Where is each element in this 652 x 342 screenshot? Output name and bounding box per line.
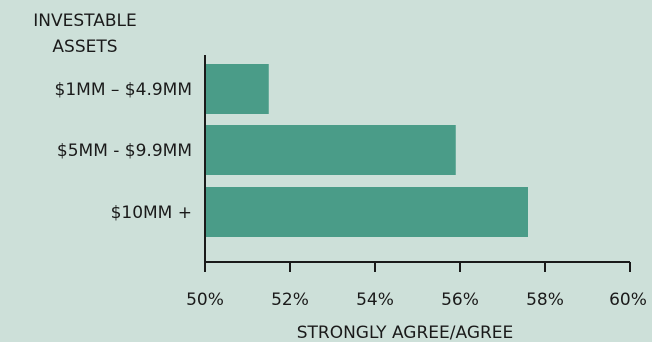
category-axis-title-line-1: INVESTABLE bbox=[33, 11, 136, 31]
x-tick-labels: 50% 52% 54% 56% 58% 60% bbox=[186, 290, 647, 310]
category-labels: $1MM – $4.9MM $5MM - $9.9MM $10MM + bbox=[55, 80, 192, 223]
category-label-1: $5MM - $9.9MM bbox=[57, 141, 192, 161]
axes bbox=[204, 55, 631, 272]
bar-0 bbox=[205, 64, 269, 114]
x-tick-label-3: 56% bbox=[441, 290, 479, 310]
bar-1 bbox=[205, 125, 456, 175]
x-tick-label-0: 50% bbox=[186, 290, 224, 310]
bar-2 bbox=[205, 187, 528, 237]
bars-group bbox=[205, 64, 528, 237]
x-tick-label-4: 58% bbox=[526, 290, 564, 310]
category-axis-title: INVESTABLE ASSETS bbox=[33, 11, 136, 57]
x-tick-label-2: 54% bbox=[356, 290, 394, 310]
category-label-0: $1MM – $4.9MM bbox=[55, 80, 192, 100]
category-label-2: $10MM + bbox=[111, 203, 192, 223]
category-axis-title-line-2: ASSETS bbox=[52, 37, 117, 57]
x-tick-label-5: 60% bbox=[609, 290, 647, 310]
x-tick-label-1: 52% bbox=[271, 290, 309, 310]
x-axis-label: STRONGLY AGREE/AGREE bbox=[297, 323, 514, 342]
